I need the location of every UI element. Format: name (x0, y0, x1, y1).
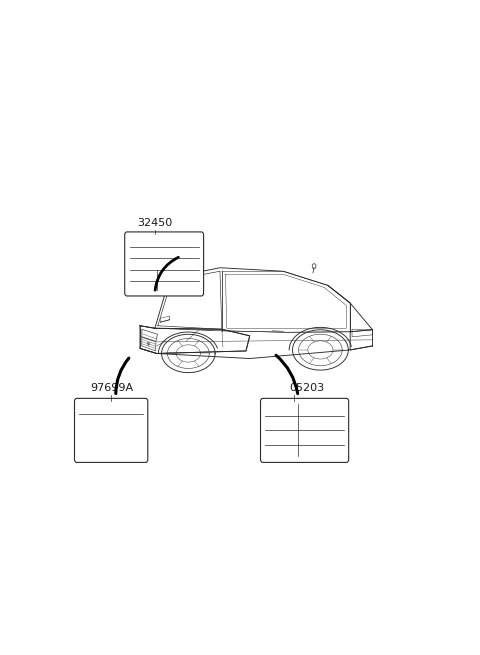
FancyBboxPatch shape (125, 232, 204, 296)
Text: ψ: ψ (147, 341, 150, 346)
Text: 32450: 32450 (137, 218, 172, 229)
FancyBboxPatch shape (261, 398, 348, 462)
Text: 97699A: 97699A (90, 383, 133, 393)
FancyBboxPatch shape (74, 398, 148, 462)
Text: 05203: 05203 (289, 383, 324, 393)
